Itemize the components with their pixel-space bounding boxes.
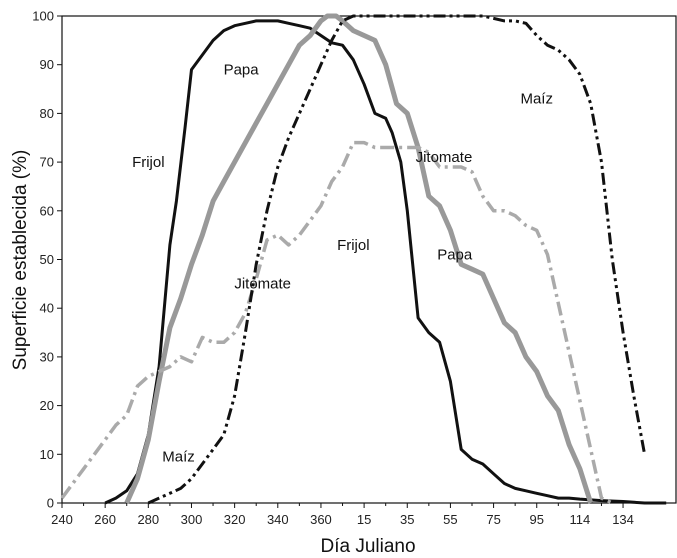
x-tick-label: 95 — [530, 512, 544, 527]
y-tick-label: 10 — [40, 447, 54, 462]
x-tick-label: 15 — [357, 512, 371, 527]
axes: 0 10 20 30 40 50 60 70 80 90 100 240 260 280 300 320 340… — [32, 9, 677, 527]
annotation-label: Maíz — [162, 449, 195, 466]
x-tick-label: 55 — [443, 512, 457, 527]
y-tick-label: 40 — [40, 301, 54, 316]
x-tick-label: 114 — [570, 512, 591, 527]
x-tick-label: 240 — [51, 512, 73, 527]
y-tick-label: 60 — [40, 203, 54, 218]
annotations: Papa Frijol Maíz Jitomate Frijol Papa Jitomate… — [132, 61, 553, 465]
annotation-label: Frijol — [132, 154, 165, 171]
annotation-label: Jitomate — [234, 276, 291, 293]
series-line-0 — [104, 19, 667, 505]
x-tick-label: 75 — [486, 512, 500, 527]
x-tick-label: 134 — [612, 512, 634, 527]
series-line-3 — [147, 14, 647, 505]
x-tick-label: 300 — [181, 512, 203, 527]
x-tick-label: 340 — [267, 512, 289, 527]
annotation-label: Papa — [437, 247, 473, 264]
y-tick-label: 90 — [40, 57, 54, 72]
annotation-label: Frijol — [337, 237, 370, 254]
y-tick-label: 70 — [40, 155, 54, 170]
y-tick-label: 100 — [32, 9, 54, 24]
series-line-1 — [124, 13, 594, 505]
series-layer — [60, 13, 667, 505]
x-axis-title: Día Juliano — [320, 536, 415, 557]
x-tick-label: 280 — [137, 512, 159, 527]
annotation-label: Papa — [224, 61, 260, 78]
annotation-label: Maíz — [520, 91, 553, 108]
annotation-label: Jitomate — [416, 149, 473, 166]
x-tick-label: 360 — [310, 512, 332, 527]
y-tick-label: 50 — [40, 252, 54, 267]
y-tick-label: 0 — [47, 496, 54, 511]
y-tick-label: 80 — [40, 106, 54, 121]
x-tick-label: 320 — [224, 512, 246, 527]
y-axis-title: Superficie establecida (%) — [10, 150, 31, 371]
y-tick-label: 20 — [40, 398, 54, 413]
y-tick-label: 30 — [40, 349, 54, 364]
x-tick-label: 260 — [94, 512, 116, 527]
series-line-2 — [60, 140, 614, 505]
x-tick-label: 35 — [400, 512, 414, 527]
